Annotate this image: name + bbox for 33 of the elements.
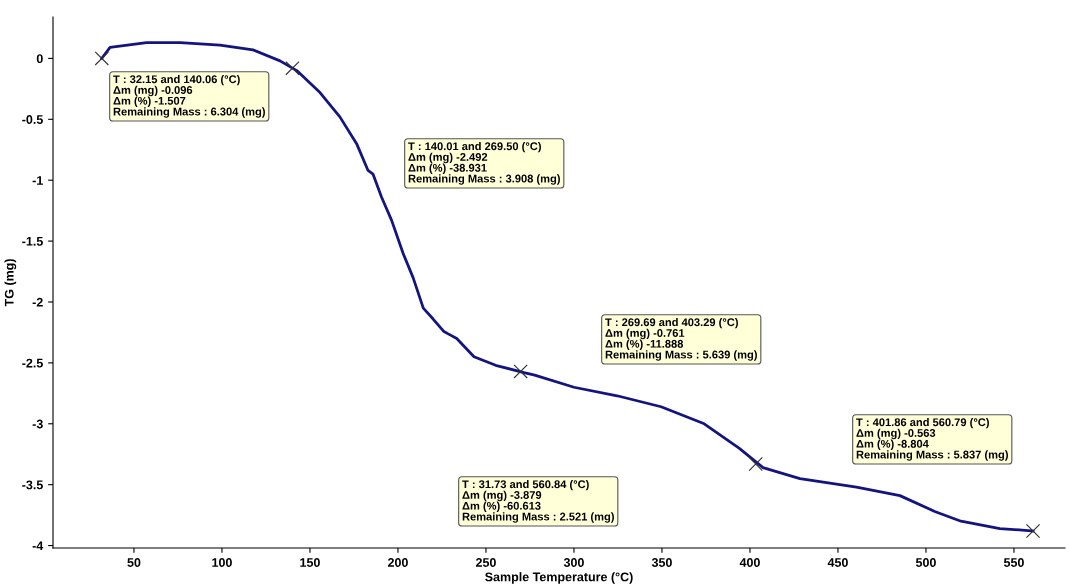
annotation: T : 401.86 and 560.79 (°C) Δm (mg) -0.563 Δm (%) -8.804 Remaining Mass : 5.837 (mg) — [856, 418, 1008, 461]
annotation: T : 269.69 and 403.29 (°C) Δm (mg) -0.761 Δm (%) -11.888 Remaining Mass : 5.639 (mg) — [605, 318, 757, 361]
line-series — [100, 41, 1035, 533]
x-tick-label: 350 — [651, 558, 672, 567]
x-tick-label: 450 — [827, 558, 848, 567]
y-tick-label: -0.5 — [22, 115, 43, 124]
point — [1025, 523, 1041, 539]
y-tick-label: -4 — [32, 541, 44, 551]
y-tick-label: -2.5 — [22, 358, 43, 368]
y-tick-label: -2 — [32, 297, 43, 307]
x-tick-label: 400 — [739, 558, 760, 567]
x-tick-label: 200 — [387, 558, 408, 567]
x-tick-label: 250 — [475, 558, 496, 567]
annotation: T : 32.15 and 140.06 (°C) Δm (mg) -0.096 Δm (%) -1.507 Remaining Mass : 6.304 (mg) — [113, 75, 265, 118]
x-axis-title: Sample Temperature (°C) — [485, 572, 633, 584]
point — [94, 51, 109, 66]
y-tick-label: -3 — [32, 419, 43, 429]
point — [513, 364, 528, 379]
x-tick-label: 300 — [563, 558, 584, 567]
y-tick-label: -1.5 — [22, 237, 43, 246]
x-tick-label: 150 — [300, 558, 320, 567]
y-axis-title: TG (mg) — [4, 259, 17, 307]
x-tick-label: 500 — [915, 558, 936, 567]
x-tick-label: 50 — [127, 558, 141, 567]
annotation: T : 31.73 and 560.84 (°C) Δm (mg) -3.879 Δm (%) -60.613 Remaining Mass : 2.521 (mg) — [462, 480, 614, 523]
y-tick-label: 0 — [36, 54, 43, 64]
y-tick-label: -1 — [32, 176, 43, 185]
y-tick-label: -3.5 — [22, 480, 43, 490]
point — [748, 456, 763, 472]
point — [285, 61, 300, 76]
x-tick-label: 100 — [212, 558, 232, 567]
annotation: T : 140.01 and 269.50 (°C) Δm (mg) -2.492 Δm (%) -38.931 Remaining Mass : 3.908 (mg) — [408, 142, 560, 185]
x-tick-label: 550 — [1003, 558, 1024, 567]
